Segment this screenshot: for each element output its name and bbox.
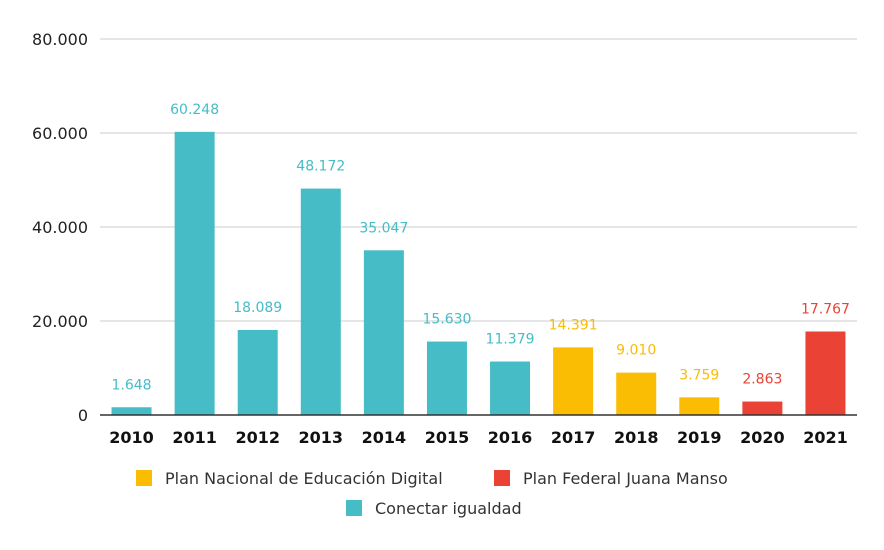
data-label: 2.863 — [742, 372, 782, 388]
x-tick-label: 2013 — [299, 428, 344, 447]
data-label: 14.391 — [549, 317, 598, 333]
data-label: 9.010 — [616, 343, 656, 359]
y-tick-label: 20.000 — [32, 312, 88, 331]
x-tick-label: 2012 — [235, 428, 280, 447]
data-label: 11.379 — [486, 332, 535, 348]
legend-label: Plan Federal Juana Manso — [523, 469, 728, 488]
y-tick-label: 0 — [78, 406, 88, 425]
legend-swatch — [494, 470, 510, 486]
x-tick-label: 2016 — [488, 428, 533, 447]
bar — [679, 397, 720, 415]
bar — [111, 407, 152, 415]
y-tick-label: 80.000 — [32, 30, 88, 49]
y-tick-label: 40.000 — [32, 218, 88, 237]
bar — [174, 131, 215, 415]
x-tick-label: 2010 — [109, 428, 154, 447]
legend-label: Plan Nacional de Educación Digital — [165, 469, 443, 488]
bar — [363, 250, 404, 415]
x-tick-label: 2019 — [677, 428, 722, 447]
data-label: 60.248 — [170, 102, 219, 118]
x-tick-label: 2017 — [551, 428, 596, 447]
x-tick-label: 2011 — [172, 428, 217, 447]
legend-swatch — [136, 470, 152, 486]
legend-label: Conectar igualdad — [375, 499, 522, 518]
bar — [426, 341, 467, 415]
bar — [616, 372, 657, 415]
data-label: 18.089 — [233, 300, 282, 316]
x-tick-label: 2021 — [803, 428, 848, 447]
x-tick-label: 2020 — [740, 428, 785, 447]
bar — [237, 329, 278, 415]
bar — [553, 347, 594, 415]
data-label: 17.767 — [801, 301, 850, 317]
data-label: 3.759 — [679, 367, 719, 383]
x-tick-label: 2018 — [614, 428, 659, 447]
data-label: 1.648 — [111, 377, 151, 393]
data-label: 15.630 — [422, 312, 471, 328]
bar — [742, 401, 783, 415]
y-tick-label: 60.000 — [32, 124, 88, 143]
x-tick-label: 2015 — [425, 428, 470, 447]
bar — [300, 188, 341, 415]
data-label: 35.047 — [359, 220, 408, 236]
legend-swatch — [346, 500, 362, 516]
x-tick-label: 2014 — [362, 428, 407, 447]
bar — [490, 361, 531, 415]
data-label: 48.172 — [296, 159, 345, 175]
bar — [805, 331, 846, 415]
